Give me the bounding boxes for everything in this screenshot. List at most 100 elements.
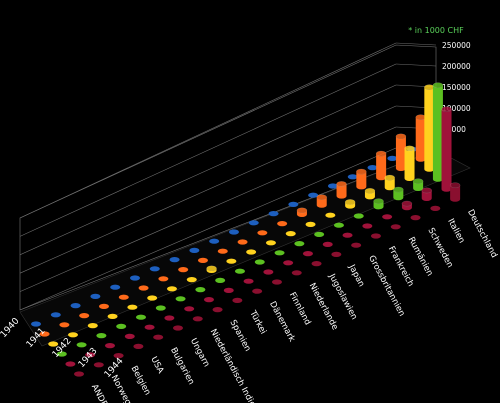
bar-top	[296, 207, 308, 214]
bar-base	[138, 285, 149, 291]
bar	[432, 85, 443, 182]
bar-top	[395, 133, 407, 140]
bar	[373, 201, 384, 210]
bar-top	[356, 168, 367, 175]
bar-base	[164, 315, 175, 321]
bar-base	[248, 220, 259, 226]
bar-base	[283, 260, 294, 266]
grid-line	[19, 42, 397, 219]
bar-base	[192, 316, 203, 322]
bar	[206, 268, 217, 273]
bar-base	[265, 240, 276, 246]
bar-base	[430, 205, 441, 211]
bar-base	[322, 241, 333, 247]
bar-base	[149, 266, 160, 272]
bar-base	[184, 306, 195, 312]
bar-base	[67, 332, 78, 338]
y-tick-label: 50000	[442, 125, 466, 134]
bar-base	[39, 331, 50, 337]
bar-base	[226, 258, 237, 264]
bar-base	[70, 303, 81, 309]
grid-line	[19, 147, 397, 311]
bar-base	[237, 239, 248, 245]
bar	[404, 148, 415, 181]
bar-base	[382, 214, 393, 220]
y-tick-label: 200000	[442, 62, 471, 71]
bar-base	[285, 231, 296, 237]
bar-base	[390, 224, 401, 230]
category-label: Spanien	[228, 318, 253, 353]
category-label: USA	[148, 355, 165, 375]
bar-top	[404, 145, 415, 152]
grid-line	[395, 63, 437, 67]
bar	[395, 136, 406, 171]
bar-base	[294, 241, 305, 247]
bar-base	[342, 232, 353, 238]
bar-base	[387, 155, 398, 161]
bar-base	[351, 242, 362, 248]
bar-base	[228, 229, 239, 235]
unit-note: * in 1000 CHF	[408, 26, 464, 35]
bar	[424, 87, 435, 172]
bar-base	[90, 293, 101, 299]
bar-base	[243, 278, 254, 284]
bar-base	[232, 297, 243, 303]
bar-base	[166, 286, 177, 292]
grid-line	[395, 42, 437, 46]
bar-base	[195, 287, 206, 293]
bar-base	[263, 269, 274, 275]
bar-base	[59, 322, 70, 328]
bar-base	[268, 211, 279, 217]
bar-top	[364, 187, 376, 194]
bar-top	[441, 106, 452, 113]
bar-base	[277, 221, 288, 227]
grid-line	[19, 84, 397, 256]
bar-base	[311, 261, 322, 267]
back-wall-outline	[19, 44, 437, 311]
bar-base	[367, 165, 378, 171]
bar-base	[362, 223, 373, 229]
category-label: Deutschland	[465, 208, 499, 260]
bar-base	[331, 251, 342, 257]
bar	[393, 189, 404, 201]
category-label: Finnland	[287, 291, 313, 327]
bar-base	[48, 341, 59, 347]
bar	[316, 197, 327, 208]
bar-base	[302, 251, 313, 257]
bar-base	[223, 287, 234, 293]
bar-base	[217, 248, 228, 254]
bar-base	[147, 295, 158, 301]
bar-base	[305, 221, 316, 227]
bar-top	[449, 182, 461, 189]
bar	[296, 210, 307, 217]
category-label: Niederländisch Indien	[208, 328, 260, 403]
bar-base	[85, 352, 96, 358]
bar	[401, 203, 412, 211]
bar-base	[104, 343, 115, 349]
category-label: Türkei	[247, 308, 268, 336]
bar-base	[353, 213, 364, 219]
bar-base	[93, 362, 104, 368]
bar-base	[212, 307, 223, 313]
bar-base	[327, 183, 338, 189]
category-label: Italien	[445, 217, 466, 245]
bar-base	[314, 231, 325, 237]
bar-top	[432, 82, 444, 89]
bar-base	[172, 325, 183, 331]
bar-top	[375, 150, 387, 157]
bar-base	[189, 247, 200, 253]
bar-base	[87, 323, 98, 329]
bar-base	[155, 305, 166, 311]
category-label: ANDERE	[89, 383, 114, 403]
bar-base	[129, 275, 140, 281]
bar-top	[336, 181, 347, 187]
bar-base	[127, 304, 138, 310]
bar-base	[252, 288, 263, 294]
bar	[376, 153, 387, 181]
bar-top	[384, 174, 395, 181]
grid-line	[19, 63, 397, 237]
category-label: Dänemark	[267, 300, 297, 344]
category-label: Belgien	[129, 364, 153, 397]
category-label: Ungarn	[188, 337, 211, 369]
